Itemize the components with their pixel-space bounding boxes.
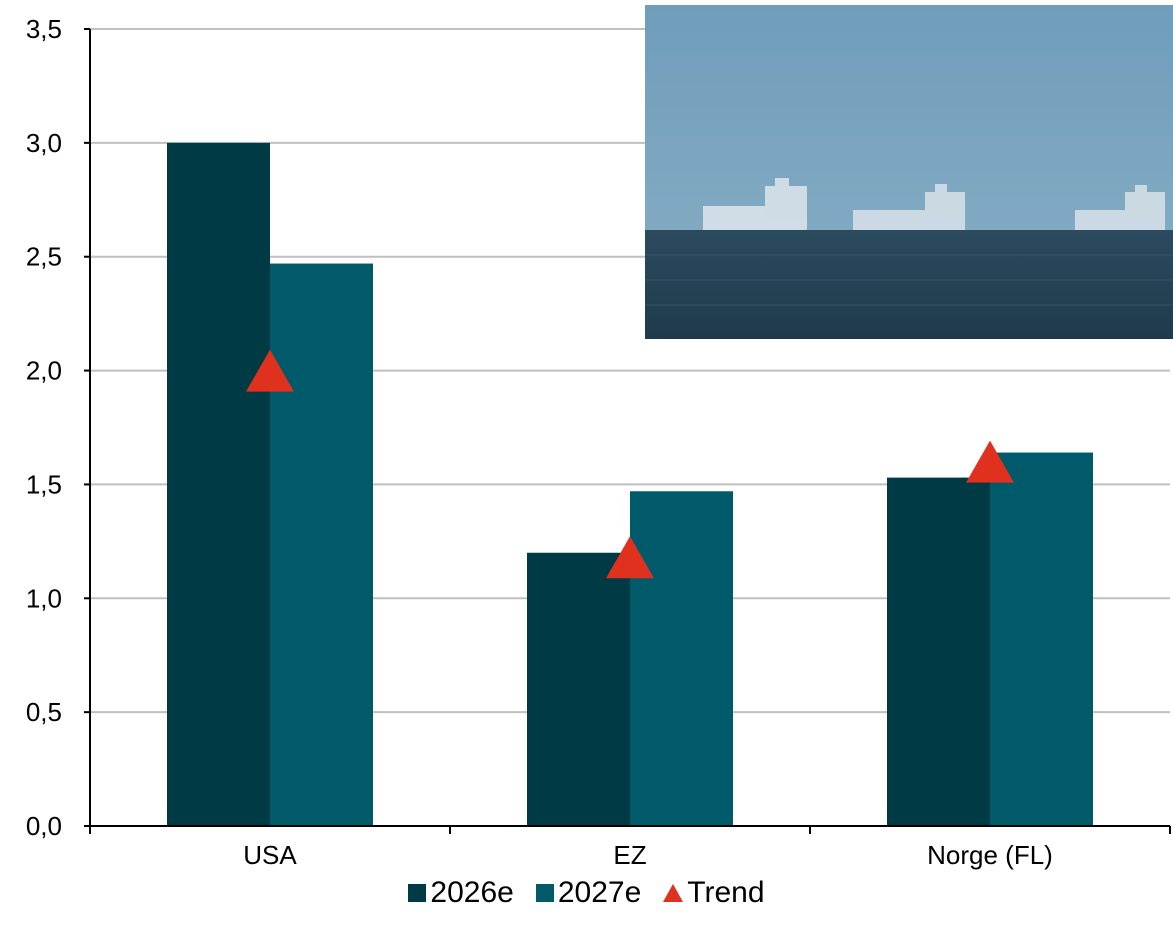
legend-swatch-2026e [408, 884, 427, 902]
bar-2026e [167, 142, 270, 826]
x-tick-label: EZ [613, 840, 646, 870]
legend-item-trend: Trend [663, 876, 765, 910]
x-tick-label: USA [243, 840, 297, 870]
y-tick-label: 3,0 [26, 128, 62, 158]
trend-marker [966, 440, 1014, 483]
y-tick-label: 2,5 [26, 242, 62, 272]
y-tick-label: 1,0 [26, 583, 62, 613]
y-tick-label: 3,5 [26, 14, 62, 44]
legend-triangle-icon [663, 884, 684, 902]
y-tick-label: 2,0 [26, 356, 62, 386]
legend-item-2027e: 2027e [535, 876, 642, 910]
legend-swatch-2027e [535, 884, 554, 902]
trend-marker [606, 536, 654, 579]
axes: 0,0 0,5 1,0 1,5 2,0 2,5 3,0 3,5 USA EZ Norge (FL) [26, 14, 1171, 870]
y-tick-label: 0,0 [26, 811, 62, 841]
bars [167, 142, 1093, 826]
ships-at-sea-photo [645, 5, 1173, 339]
bar-2026e [887, 477, 990, 826]
trend-marker [246, 349, 294, 392]
trend-markers [246, 349, 1014, 579]
bar-2027e [990, 452, 1093, 826]
bar-2027e [630, 491, 733, 826]
x-tick-label: Norge (FL) [927, 840, 1053, 870]
bar-2027e [270, 263, 373, 826]
legend-label-2027e: 2027e [557, 876, 642, 909]
bar-2026e [527, 552, 630, 826]
y-tick-label: 0,5 [26, 697, 62, 727]
legend: 2026e 2027e Trend [0, 876, 1173, 910]
legend-label-2026e: 2026e [430, 876, 514, 909]
legend-item-2026e: 2026e [408, 876, 514, 910]
legend-label-trend: Trend [687, 876, 765, 909]
y-tick-label: 1,5 [26, 469, 62, 499]
